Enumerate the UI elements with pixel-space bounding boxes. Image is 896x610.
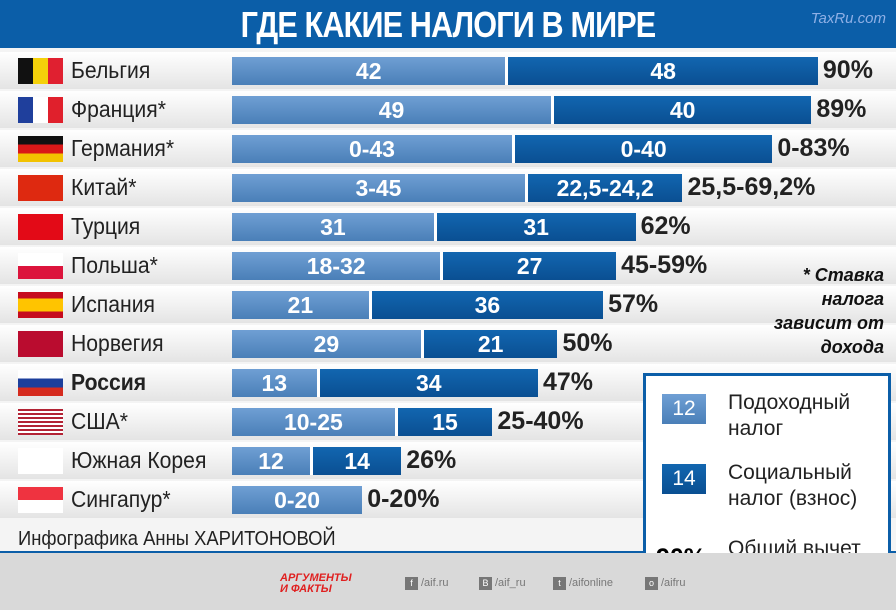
table-row: Польша* 18-32 27 45-59% xyxy=(0,247,896,284)
social-link-text: /aif.ru xyxy=(421,577,449,589)
social-tax-bar: 15 xyxy=(394,408,493,436)
footer: АРГУМЕНТЫ И ФАКТЫ f/aif.ru B/aif_ru t/aifon… xyxy=(0,553,896,610)
income-tax-bar: 0-20 xyxy=(232,486,363,514)
flag-icon xyxy=(18,58,63,84)
flag-icon xyxy=(18,487,63,513)
social-tax-bar: 22,5-24,2 xyxy=(524,174,683,202)
table-row: Норвегия 29 21 50% xyxy=(0,325,896,362)
social-link-text: /aifru xyxy=(661,577,686,589)
social-tax-bar: 0-40 xyxy=(511,135,773,163)
country-label: Польша* xyxy=(71,252,158,278)
flag-icon xyxy=(18,97,63,123)
table-row: Китай* 3-45 22,5-24,2 25,5-69,2% xyxy=(0,169,896,206)
social-link[interactable]: o/aifru xyxy=(645,577,685,590)
social-link-text: /aif_ru xyxy=(495,577,526,589)
legend-social-swatch: 14 xyxy=(662,464,706,494)
total-label: 50% xyxy=(562,329,613,357)
social-icon: B xyxy=(479,577,492,590)
country-label: Норвегия xyxy=(71,330,164,356)
total-label: 26% xyxy=(406,446,457,474)
social-tax-bar: 34 xyxy=(316,369,538,397)
income-tax-bar: 10-25 xyxy=(232,408,395,436)
social-tax-bar: 48 xyxy=(505,57,818,85)
legend-social-label: Социальный налог (взнос) xyxy=(728,461,858,510)
country-label: Сингапур* xyxy=(71,486,171,512)
flag-icon xyxy=(18,370,63,396)
social-link[interactable]: B/aif_ru xyxy=(479,577,526,590)
footnote: * Ставка налога зависит от дохода xyxy=(773,265,884,357)
flag-icon xyxy=(18,331,63,357)
country-label: Россия xyxy=(71,369,147,395)
income-tax-bar: 12 xyxy=(232,447,311,475)
income-tax-bar: 0-43 xyxy=(232,135,512,163)
social-link[interactable]: t/aifonline xyxy=(553,577,613,590)
social-tax-bar: 21 xyxy=(420,330,558,358)
total-label: 0-83% xyxy=(777,134,850,162)
country-label: Германия* xyxy=(71,135,175,161)
page-title: ГДЕ КАКИЕ НАЛОГИ В МИРЕ xyxy=(240,4,657,45)
income-tax-bar: 13 xyxy=(232,369,317,397)
income-tax-bar: 29 xyxy=(232,330,421,358)
table-row: Германия* 0-43 0-40 0-83% xyxy=(0,130,896,167)
country-label: Турция xyxy=(71,213,141,239)
header: ГДЕ КАКИЕ НАЛОГИ В МИРЕ TaxRu.com xyxy=(0,0,896,48)
income-tax-bar: 21 xyxy=(232,291,369,319)
country-label: Южная Корея xyxy=(71,447,207,473)
income-tax-bar: 42 xyxy=(232,57,506,85)
total-label: 0-20% xyxy=(367,485,440,513)
table-row: Бельгия 42 48 90% xyxy=(0,52,896,89)
total-label: 25,5-69,2% xyxy=(687,173,816,201)
country-label: Бельгия xyxy=(71,57,151,83)
flag-icon xyxy=(18,409,63,435)
total-label: 89% xyxy=(816,95,867,123)
social-tax-bar: 27 xyxy=(440,252,617,280)
social-tax-bar: 31 xyxy=(433,213,636,241)
social-tax-bar: 14 xyxy=(310,447,402,475)
flag-icon xyxy=(18,214,63,240)
legend-income-label: Подоходный налог xyxy=(728,391,851,440)
social-link[interactable]: f/aif.ru xyxy=(405,577,449,590)
income-tax-bar: 31 xyxy=(232,213,434,241)
total-label: 90% xyxy=(822,56,873,84)
country-label: Франция* xyxy=(71,96,166,122)
social-link-text: /aifonline xyxy=(569,577,614,589)
legend-income-swatch: 12 xyxy=(662,394,706,424)
social-icon: t xyxy=(553,577,566,590)
total-label: 47% xyxy=(542,368,594,396)
income-tax-bar: 3-45 xyxy=(232,174,525,202)
income-tax-bar: 18-32 xyxy=(232,252,441,280)
country-label: Китай* xyxy=(71,174,137,200)
chart-area: Бельгия 42 48 90% Франция* 49 40 89% Германия* 0-… xyxy=(0,48,896,599)
social-icon: f xyxy=(405,577,418,590)
social-tax-bar: 36 xyxy=(368,291,604,319)
credit: Инфографика Анны ХАРИТОНОВОЙ xyxy=(18,528,336,550)
total-label: 25-40% xyxy=(497,407,584,435)
income-tax-bar: 49 xyxy=(232,96,551,124)
social-tax-bar: 40 xyxy=(550,96,812,124)
flag-icon xyxy=(18,136,63,162)
watermark: TaxRu.com xyxy=(810,10,886,27)
social-icon: o xyxy=(645,577,658,590)
flag-icon xyxy=(18,448,63,474)
total-label: 62% xyxy=(640,212,691,240)
total-label: 45-59% xyxy=(621,251,708,279)
country-label: Испания xyxy=(71,291,155,317)
table-row: Турция 31 31 62% xyxy=(0,208,896,245)
total-label: 57% xyxy=(608,290,659,318)
table-row: Испания 21 36 57% xyxy=(0,286,896,323)
flag-icon xyxy=(18,253,63,279)
table-row: Франция* 49 40 89% xyxy=(0,91,896,128)
flag-icon xyxy=(18,292,63,318)
aif-logo[interactable]: АРГУМЕНТЫ И ФАКТЫ xyxy=(280,572,352,595)
flag-icon xyxy=(18,175,63,201)
country-label: США* xyxy=(71,408,129,434)
